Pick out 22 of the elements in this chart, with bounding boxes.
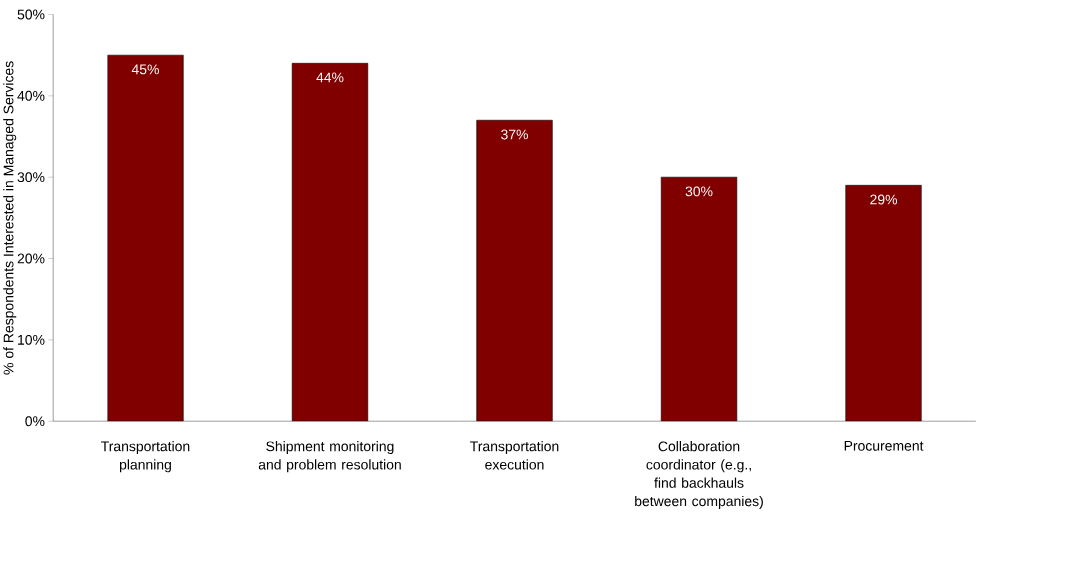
x-tick-label: Shipment monitoring and problem resolution — [258, 441, 401, 473]
y-tick-label: 40% — [17, 90, 45, 101]
bar — [292, 63, 368, 422]
bar — [845, 185, 922, 422]
x-tick-label: Collaboration coordinator (e.g., find backhauls between companies) — [635, 441, 763, 509]
bar — [661, 177, 737, 422]
y-tick-label: 50% — [17, 9, 45, 20]
data-label: 29% — [870, 194, 898, 205]
x-tick-label: Transportation planning — [101, 441, 190, 473]
y-tick-label: 30% — [17, 172, 45, 183]
y-tick-label: 10% — [18, 334, 45, 345]
data-label: 30% — [685, 186, 713, 197]
x-tick-label: Transportation execution — [470, 441, 559, 470]
data-label: 37% — [501, 129, 528, 140]
y-tick-label: 20% — [17, 253, 45, 264]
x-tick-label: Procurement — [844, 441, 924, 451]
y-tick-label: 0% — [25, 416, 45, 427]
bar — [476, 120, 553, 422]
y-axis-title: % of Respondents Interested in Managed Services — [3, 61, 17, 375]
data-label: 44% — [316, 72, 344, 83]
bar — [107, 55, 184, 422]
data-label: 45% — [131, 64, 159, 75]
